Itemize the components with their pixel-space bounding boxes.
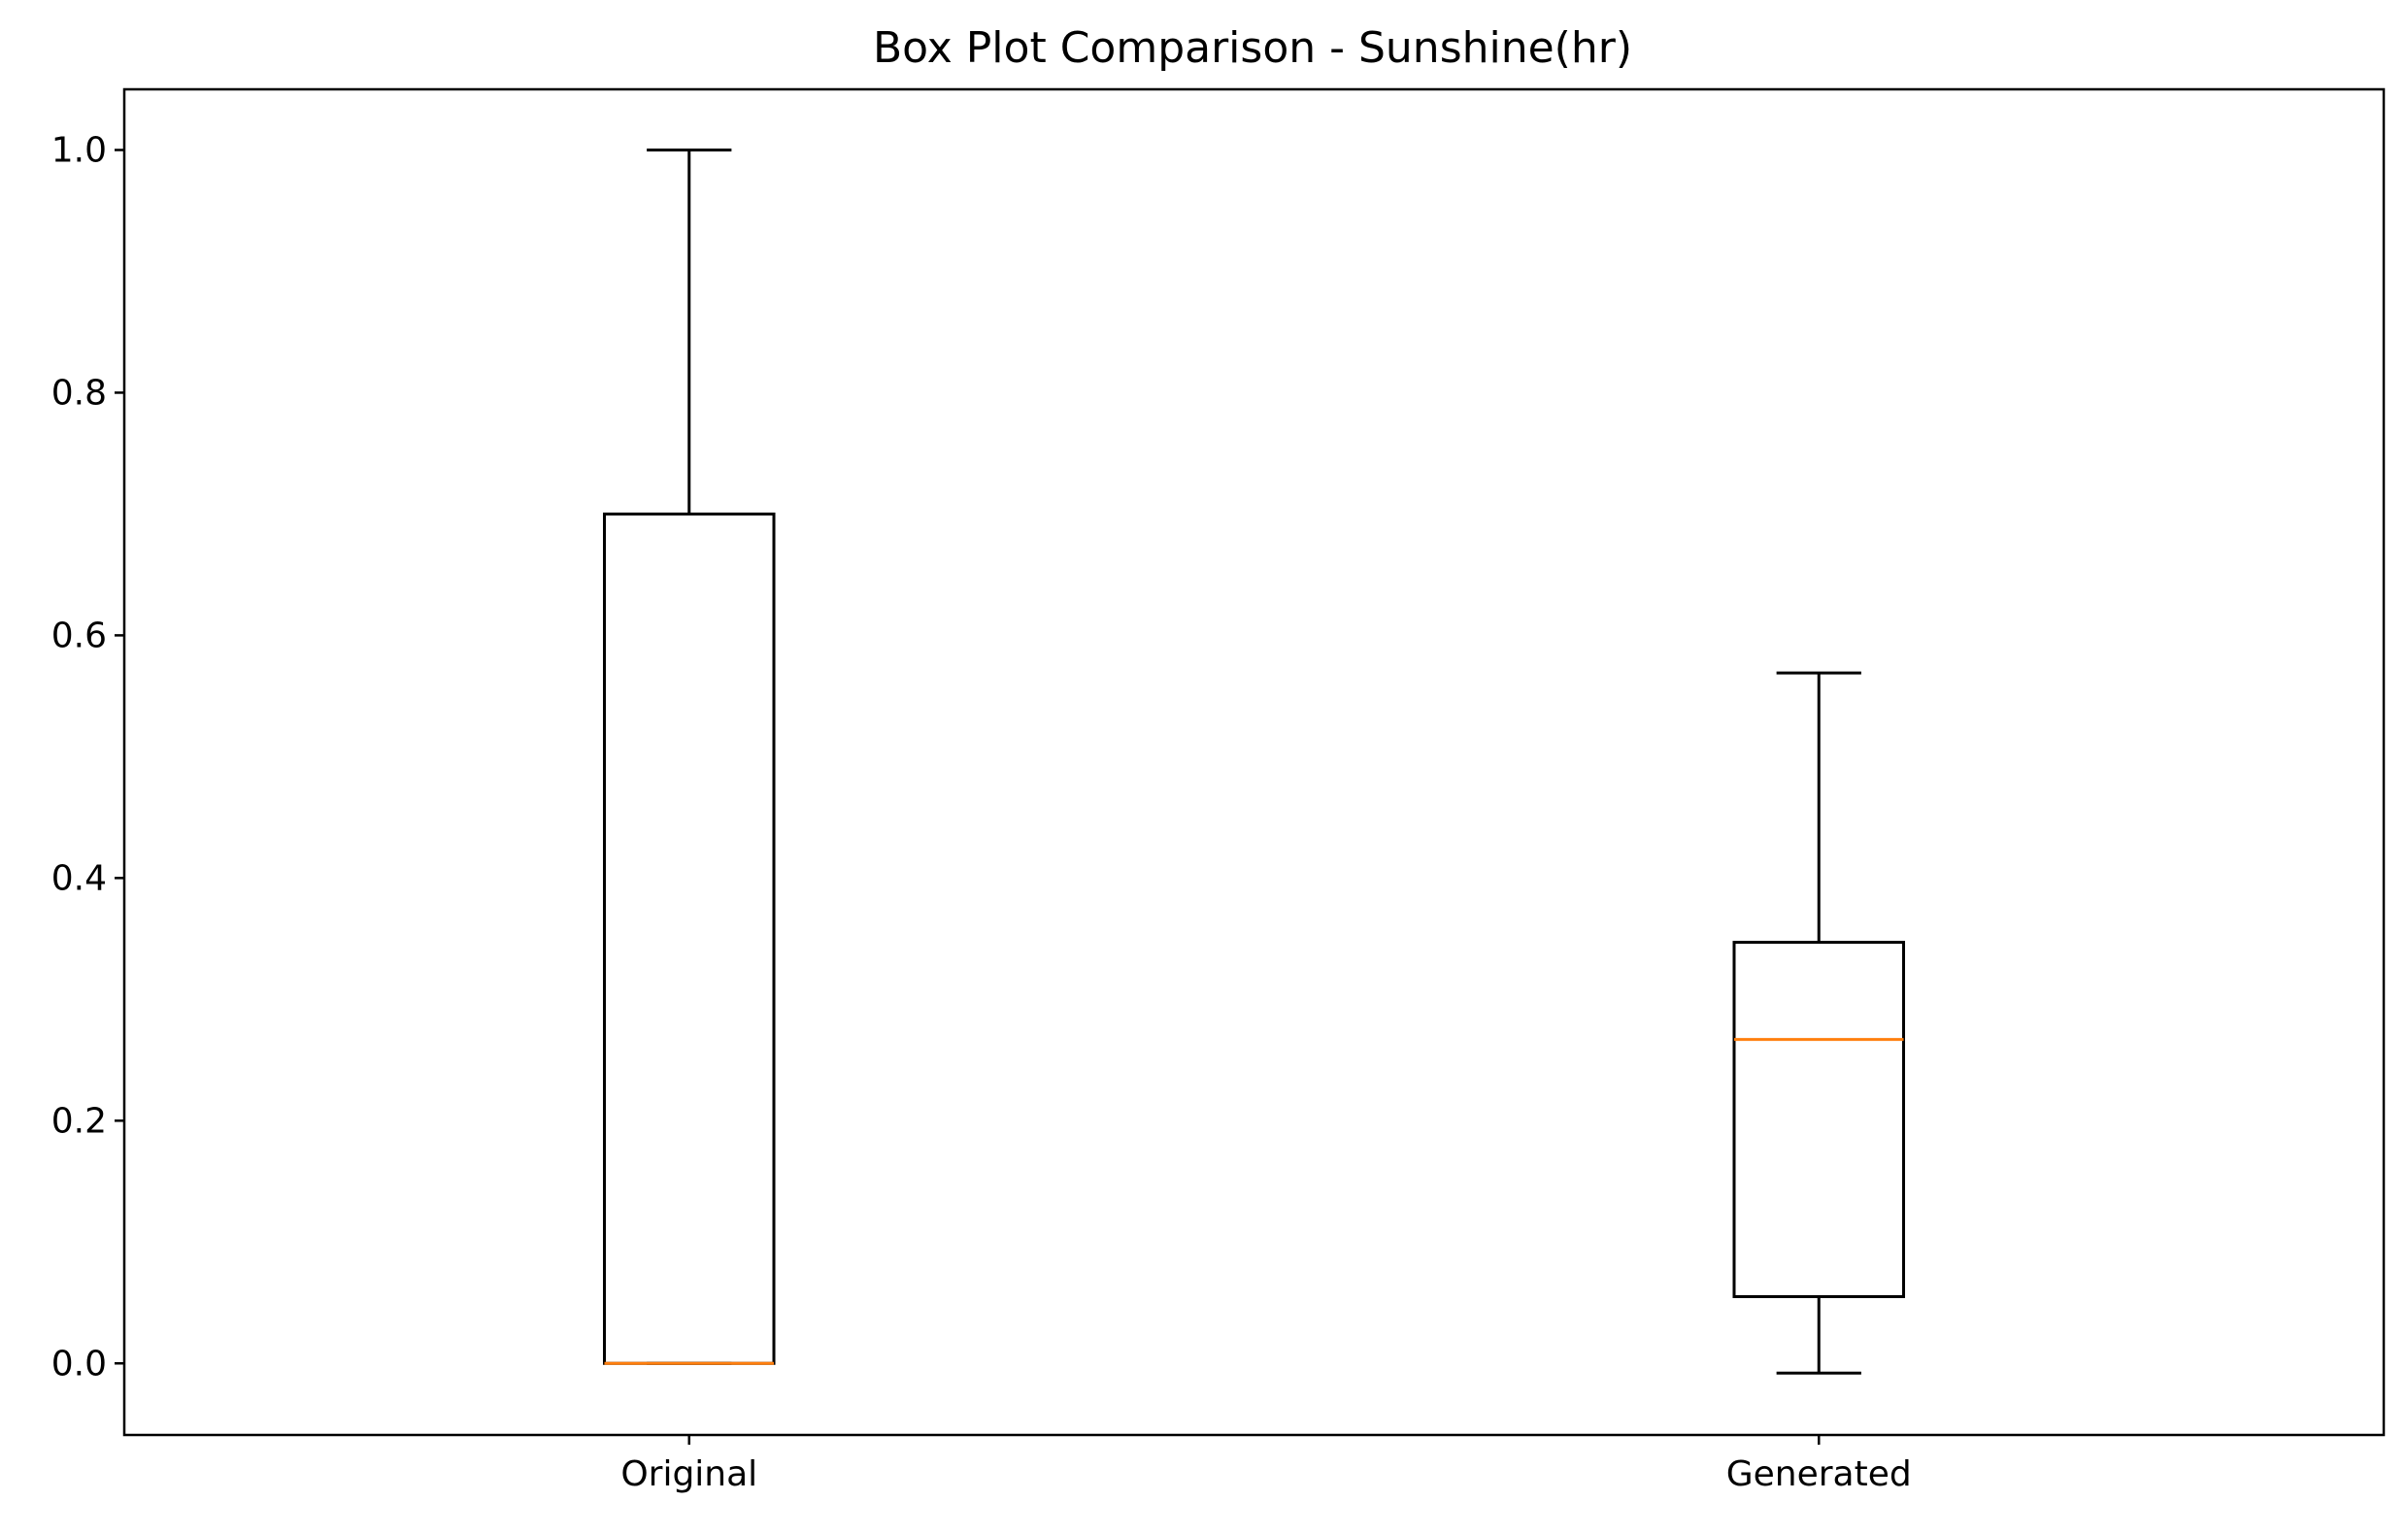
y-tick-label-2: 0.4 — [51, 858, 107, 898]
y-tick-label-3: 0.6 — [51, 616, 107, 655]
box-original — [602, 512, 776, 1365]
x-tick-label-generated: Generated — [1726, 1454, 1912, 1494]
x-tick-label-original: Original — [620, 1454, 757, 1494]
chart-title: Box Plot Comparison - Sunshine(hr) — [873, 23, 1632, 73]
y-tick-label-5: 1.0 — [51, 130, 107, 170]
y-tick-label-1: 0.2 — [51, 1101, 107, 1141]
box-generated — [1732, 941, 1906, 1299]
y-tick-label-0: 0.0 — [51, 1344, 107, 1384]
plot-area: 0.0 0.2 0.4 0.6 0.8 1.0 Original Generated — [51, 87, 2386, 1494]
axes-frame — [122, 87, 2386, 1437]
y-tick-label-4: 0.8 — [51, 373, 107, 413]
